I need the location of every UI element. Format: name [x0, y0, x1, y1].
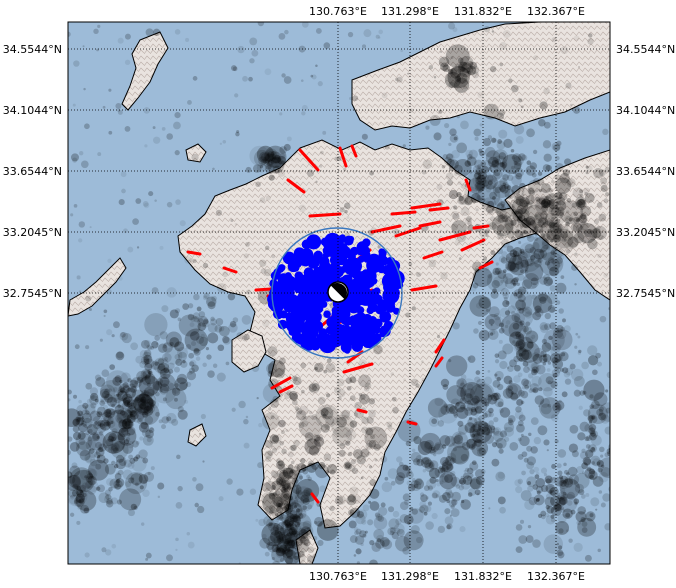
land-tsushima: [121, 31, 169, 111]
mainshock-beachball: [327, 281, 349, 303]
lat-label-right: 33.6544°N: [616, 165, 675, 178]
land-goto-islands: [68, 257, 127, 317]
lon-label-top: 132.367°E: [527, 5, 585, 18]
land-shikoku: [504, 149, 610, 301]
lat-label-right: 34.5544°N: [616, 43, 675, 56]
map-frame: [67, 21, 611, 565]
land-iki-island: [185, 143, 207, 163]
lon-label-bottom: 131.298°E: [381, 570, 439, 583]
lat-label-right: 32.7545°N: [616, 287, 675, 300]
lon-label-top: 131.832°E: [454, 5, 512, 18]
lat-label-right: 34.1044°N: [616, 104, 675, 117]
lat-label-left: 34.5544°N: [3, 43, 62, 56]
land-koshiki: [187, 423, 207, 447]
lat-label-left: 33.2045°N: [3, 226, 62, 239]
lon-label-top: 131.298°E: [381, 5, 439, 18]
lat-label-left: 34.1044°N: [3, 104, 62, 117]
land-amakusa: [231, 329, 267, 373]
lon-label-bottom: 130.763°E: [309, 570, 367, 583]
lon-label-bottom: 131.832°E: [454, 570, 512, 583]
lon-label-top: 130.763°E: [309, 5, 367, 18]
land-tanegashima: [295, 529, 319, 564]
aftershock-cluster: [267, 232, 405, 354]
lat-label-right: 33.2045°N: [616, 226, 675, 239]
background-seismicity: [68, 22, 610, 564]
lat-label-left: 33.6544°N: [3, 165, 62, 178]
lat-label-left: 32.7545°N: [3, 287, 62, 300]
lon-label-bottom: 132.367°E: [527, 570, 585, 583]
